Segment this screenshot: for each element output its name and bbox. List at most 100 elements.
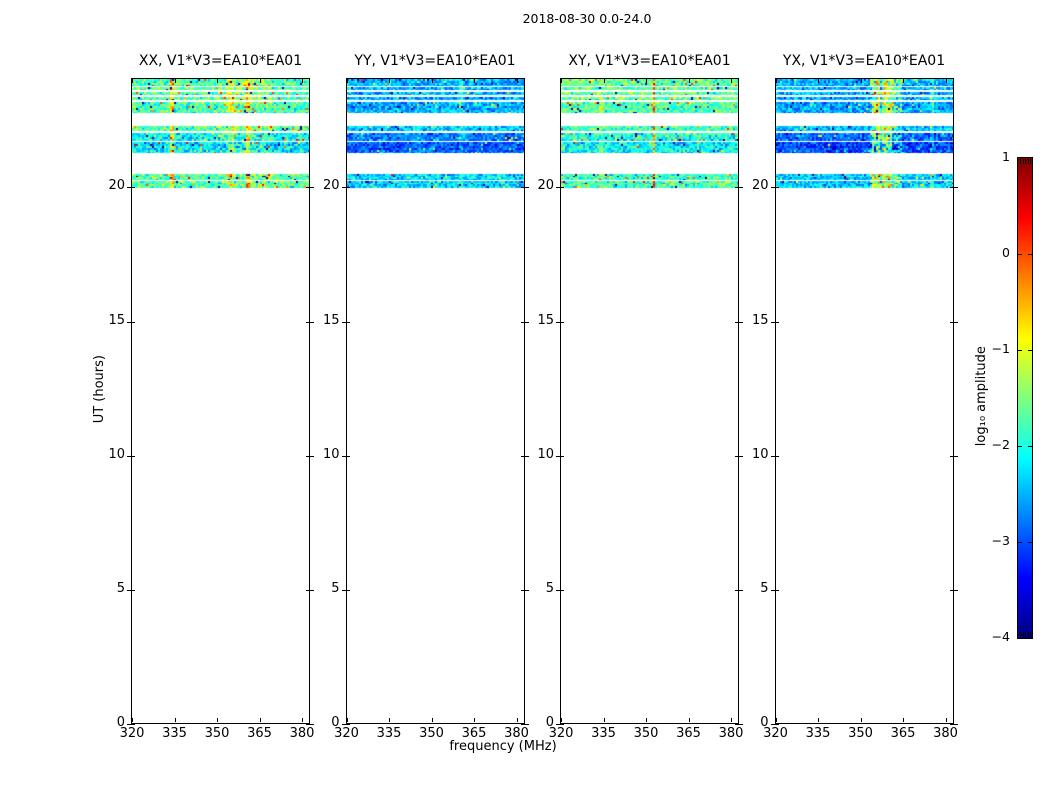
axis-tick xyxy=(818,79,819,83)
y-tick-label: 5 xyxy=(331,581,340,596)
axis-tick xyxy=(306,724,314,725)
axis-tick xyxy=(776,718,777,722)
axis-tick xyxy=(604,718,605,722)
axis-tick xyxy=(770,456,779,457)
y-axis-label: UT (hours) xyxy=(91,355,107,424)
spectrogram-canvas-xy xyxy=(561,79,738,723)
y-tick-label: 5 xyxy=(545,581,554,596)
axis-tick xyxy=(770,590,779,591)
axis-tick xyxy=(1025,159,1026,164)
y-tick-label: 15 xyxy=(751,313,769,328)
axis-tick xyxy=(341,590,350,591)
axis-tick xyxy=(556,322,564,323)
axis-tick xyxy=(689,718,690,722)
axis-tick xyxy=(127,187,135,188)
y-tick-label: 10 xyxy=(751,447,769,462)
spectrogram-canvas-xx xyxy=(132,79,309,723)
colorbar-tick-label: −1 xyxy=(991,341,1010,356)
axis-tick xyxy=(949,590,958,591)
axis-tick xyxy=(217,718,218,722)
axis-tick xyxy=(1028,254,1032,255)
axis-tick xyxy=(520,724,529,725)
x-tick-label: 350 xyxy=(633,726,659,741)
y-tick-label: 10 xyxy=(537,447,554,462)
axis-tick xyxy=(132,718,133,722)
axis-tick xyxy=(432,718,433,722)
panel-title-yy: YY, V1*V3=EA10*EA01 xyxy=(354,53,516,69)
axis-tick xyxy=(341,322,350,323)
axis-tick xyxy=(302,718,303,722)
axis-tick xyxy=(946,718,947,722)
y-tick-label: 5 xyxy=(116,581,125,596)
axis-tick xyxy=(556,456,564,457)
axis-tick xyxy=(306,590,314,591)
axis-tick xyxy=(474,718,475,722)
y-tick-label: 20 xyxy=(108,178,125,193)
axis-tick xyxy=(389,718,390,722)
axis-tick xyxy=(1028,446,1032,447)
x-tick-label: 335 xyxy=(805,726,831,741)
y-tick-label: 20 xyxy=(751,178,769,193)
axis-tick xyxy=(735,724,743,725)
axis-tick xyxy=(127,590,135,591)
axis-tick xyxy=(1025,632,1026,637)
axis-tick xyxy=(949,322,958,323)
axis-tick xyxy=(347,718,348,722)
panel-title-xx: XX, V1*V3=EA10*EA01 xyxy=(138,53,303,69)
axis-tick xyxy=(1018,254,1022,255)
axis-tick xyxy=(432,79,433,83)
x-tick-label: 380 xyxy=(504,726,529,741)
spectrogram-canvas-yy xyxy=(346,79,524,723)
axis-tick xyxy=(689,79,690,83)
x-tick-label: 320 xyxy=(334,726,359,741)
panel-yx xyxy=(774,78,954,724)
x-tick-label: 320 xyxy=(548,726,574,741)
axis-tick xyxy=(1022,159,1024,164)
axis-tick xyxy=(604,79,605,83)
axis-tick xyxy=(1018,542,1022,543)
axis-tick xyxy=(474,79,475,83)
colorbar-tick-label: −3 xyxy=(991,533,1010,548)
axis-tick xyxy=(646,718,647,722)
panel-xx xyxy=(131,78,310,724)
x-tick-label: 380 xyxy=(718,726,744,741)
axis-tick xyxy=(735,456,743,457)
axis-tick xyxy=(949,724,958,725)
axis-tick xyxy=(946,79,947,83)
axis-tick xyxy=(341,187,350,188)
axis-tick xyxy=(127,456,135,457)
axis-tick xyxy=(646,79,647,83)
axis-tick xyxy=(1020,159,1021,164)
axis-tick xyxy=(347,79,348,83)
axis-tick xyxy=(306,456,314,457)
axis-tick xyxy=(556,590,564,591)
axis-tick xyxy=(903,79,904,83)
axis-tick xyxy=(260,718,261,722)
axis-tick xyxy=(818,718,819,722)
axis-tick xyxy=(306,187,314,188)
axis-tick xyxy=(260,79,261,83)
axis-tick xyxy=(520,456,529,457)
y-tick-label: 20 xyxy=(322,178,340,193)
x-tick-label: 365 xyxy=(247,726,272,741)
x-tick-label: 380 xyxy=(933,726,958,741)
axis-tick xyxy=(1020,632,1021,637)
figure-title: 2018-08-30 0.0-24.0 xyxy=(522,11,652,26)
y-tick-label: 0 xyxy=(331,715,340,730)
x-tick-label: 380 xyxy=(289,726,315,741)
x-tick-label: 365 xyxy=(890,726,916,741)
axis-tick xyxy=(903,718,904,722)
axis-tick xyxy=(556,724,564,725)
axis-tick xyxy=(949,187,958,188)
axis-tick xyxy=(861,718,862,722)
axis-tick xyxy=(731,718,732,722)
colorbar-tick-label: 0 xyxy=(1002,245,1010,260)
axis-tick xyxy=(735,590,743,591)
axis-tick xyxy=(341,456,350,457)
x-tick-label: 335 xyxy=(162,726,187,741)
axis-tick xyxy=(302,79,303,83)
y-tick-label: 15 xyxy=(108,313,125,328)
colorbar-tick-label: −2 xyxy=(991,437,1010,452)
axis-tick xyxy=(1030,632,1031,637)
